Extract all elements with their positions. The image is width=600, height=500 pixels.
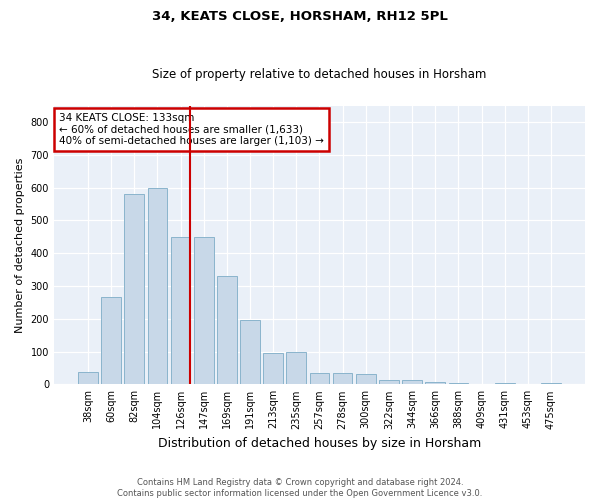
Bar — [310, 373, 329, 384]
Bar — [356, 374, 376, 384]
Bar — [541, 382, 561, 384]
Bar — [379, 380, 399, 384]
Text: Contains HM Land Registry data © Crown copyright and database right 2024.
Contai: Contains HM Land Registry data © Crown c… — [118, 478, 482, 498]
Bar — [148, 188, 167, 384]
Bar — [170, 237, 190, 384]
Bar — [263, 353, 283, 384]
Text: 34 KEATS CLOSE: 133sqm
← 60% of detached houses are smaller (1,633)
40% of semi-: 34 KEATS CLOSE: 133sqm ← 60% of detached… — [59, 112, 324, 146]
Bar — [194, 237, 214, 384]
Text: 34, KEATS CLOSE, HORSHAM, RH12 5PL: 34, KEATS CLOSE, HORSHAM, RH12 5PL — [152, 10, 448, 23]
Bar — [286, 352, 306, 384]
Bar — [124, 194, 144, 384]
Bar — [333, 373, 352, 384]
Y-axis label: Number of detached properties: Number of detached properties — [15, 158, 25, 332]
Title: Size of property relative to detached houses in Horsham: Size of property relative to detached ho… — [152, 68, 487, 81]
Bar — [402, 380, 422, 384]
Bar — [425, 382, 445, 384]
X-axis label: Distribution of detached houses by size in Horsham: Distribution of detached houses by size … — [158, 437, 481, 450]
Bar — [101, 298, 121, 384]
Bar — [240, 320, 260, 384]
Bar — [217, 276, 236, 384]
Bar — [78, 372, 98, 384]
Bar — [495, 382, 515, 384]
Bar — [449, 382, 468, 384]
